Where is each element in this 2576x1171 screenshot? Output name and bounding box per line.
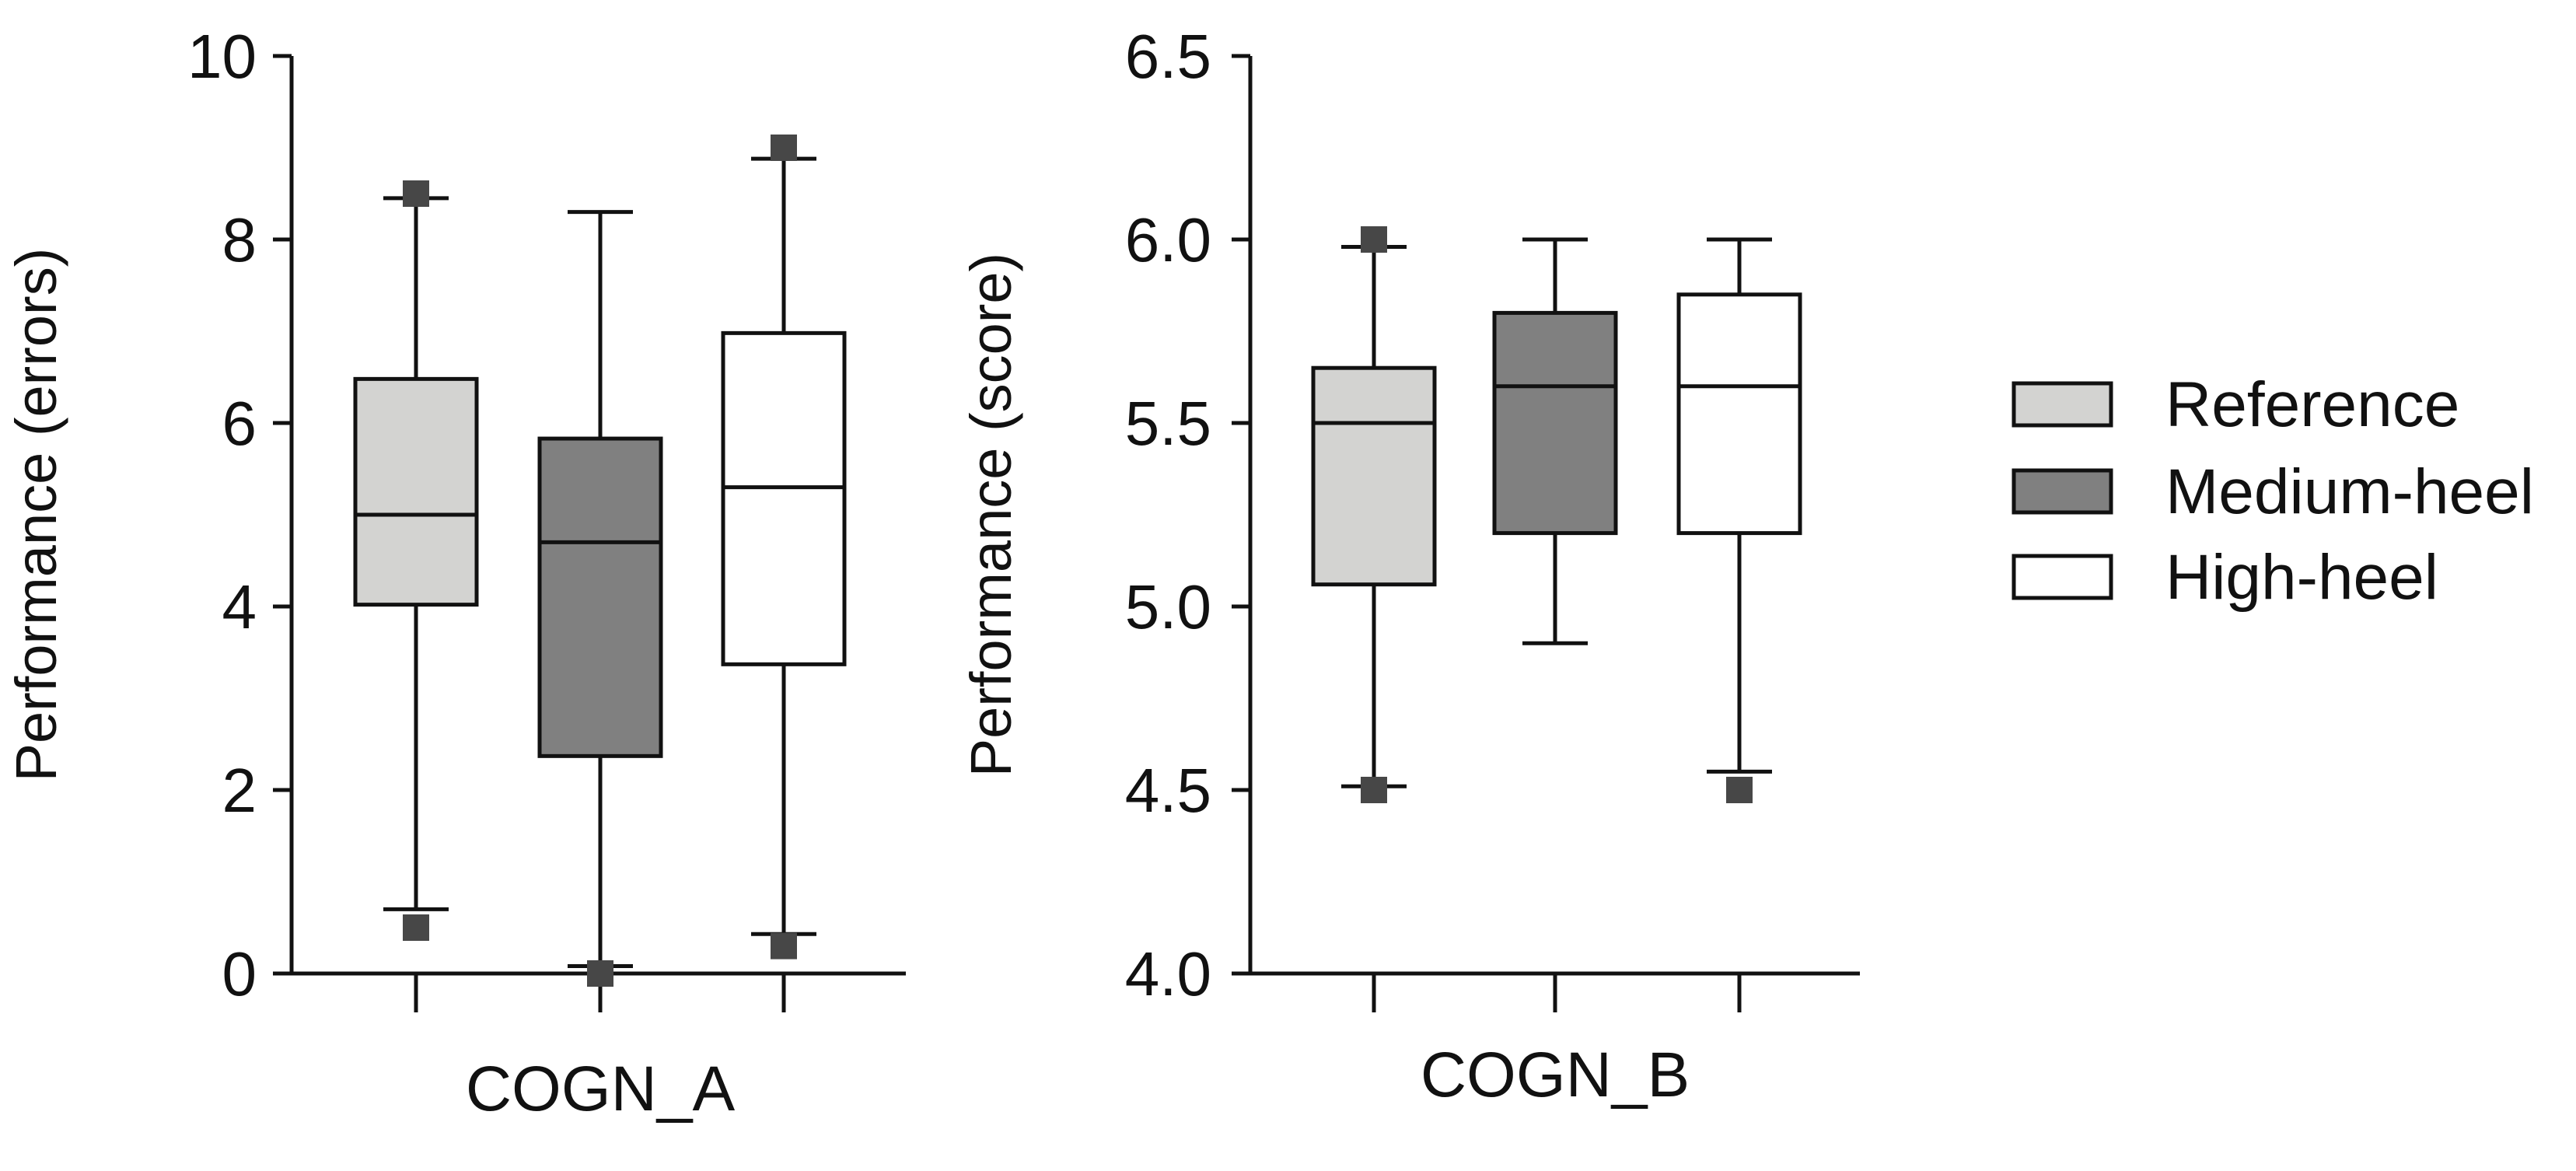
box-reference bbox=[1311, 226, 1437, 803]
box-iqr bbox=[1676, 292, 1802, 536]
legend-swatch bbox=[2012, 554, 2113, 600]
legend-label: High-heel bbox=[2165, 542, 2438, 613]
y-tick-label: 6 bbox=[222, 389, 257, 458]
y-tick-label: 8 bbox=[222, 205, 257, 274]
outlier-point bbox=[403, 914, 429, 941]
box-medium-heel bbox=[1492, 237, 1618, 645]
legend-item-reference: Reference bbox=[2012, 369, 2459, 440]
y-tick-label: 6.0 bbox=[1125, 205, 1211, 274]
y-tick-label: 4 bbox=[222, 572, 257, 641]
legend-item-medium-heel: Medium-heel bbox=[2012, 456, 2534, 527]
box-iqr bbox=[1492, 310, 1618, 536]
y-tick-label: 2 bbox=[222, 756, 257, 825]
box-high-heel bbox=[1676, 237, 1802, 803]
y-tick-label: 5.5 bbox=[1125, 389, 1211, 458]
outlier-point bbox=[1361, 226, 1387, 253]
box-high-heel bbox=[721, 135, 847, 960]
outlier-point bbox=[1361, 777, 1387, 803]
chart-panel-cogn_a: 0 2 4 6 8 10 Performance (errors) COGN_A bbox=[4, 22, 906, 1124]
outlier-point bbox=[771, 932, 797, 960]
outlier-point bbox=[771, 135, 797, 161]
y-tick-label: 10 bbox=[187, 22, 257, 91]
box-iqr bbox=[353, 376, 479, 607]
x-axis-label: COGN_B bbox=[1421, 1040, 1690, 1110]
outlier-point bbox=[587, 960, 613, 987]
y-tick-label: 6.5 bbox=[1125, 22, 1211, 91]
outlier-point bbox=[1726, 777, 1753, 803]
legend: Reference Medium-heel High-heel bbox=[2012, 369, 2534, 613]
legend-swatch bbox=[2012, 381, 2113, 428]
y-axis-title: Performance (errors) bbox=[4, 248, 68, 782]
box-iqr bbox=[537, 436, 663, 758]
legend-label: Medium-heel bbox=[2165, 456, 2534, 527]
box-reference bbox=[353, 180, 479, 941]
chart-panel-cogn_b: 4.0 4.5 5.0 5.5 6.0 6.5 Performance (score) COG… bbox=[959, 22, 1860, 1110]
outlier-point bbox=[403, 180, 429, 207]
y-tick-label: 4.0 bbox=[1125, 939, 1211, 1008]
box-iqr bbox=[721, 330, 847, 666]
legend-item-high-heel: High-heel bbox=[2012, 542, 2438, 613]
legend-label: Reference bbox=[2165, 369, 2459, 440]
box-iqr bbox=[1311, 365, 1437, 587]
y-axis-title: Performance (score) bbox=[959, 253, 1023, 777]
y-tick-label: 5.0 bbox=[1125, 572, 1211, 641]
x-axis-label: COGN_A bbox=[466, 1054, 736, 1124]
legend-swatch bbox=[2012, 468, 2113, 515]
y-tick-label: 4.5 bbox=[1125, 756, 1211, 825]
y-tick-label: 0 bbox=[222, 939, 257, 1008]
box-medium-heel bbox=[537, 210, 663, 987]
